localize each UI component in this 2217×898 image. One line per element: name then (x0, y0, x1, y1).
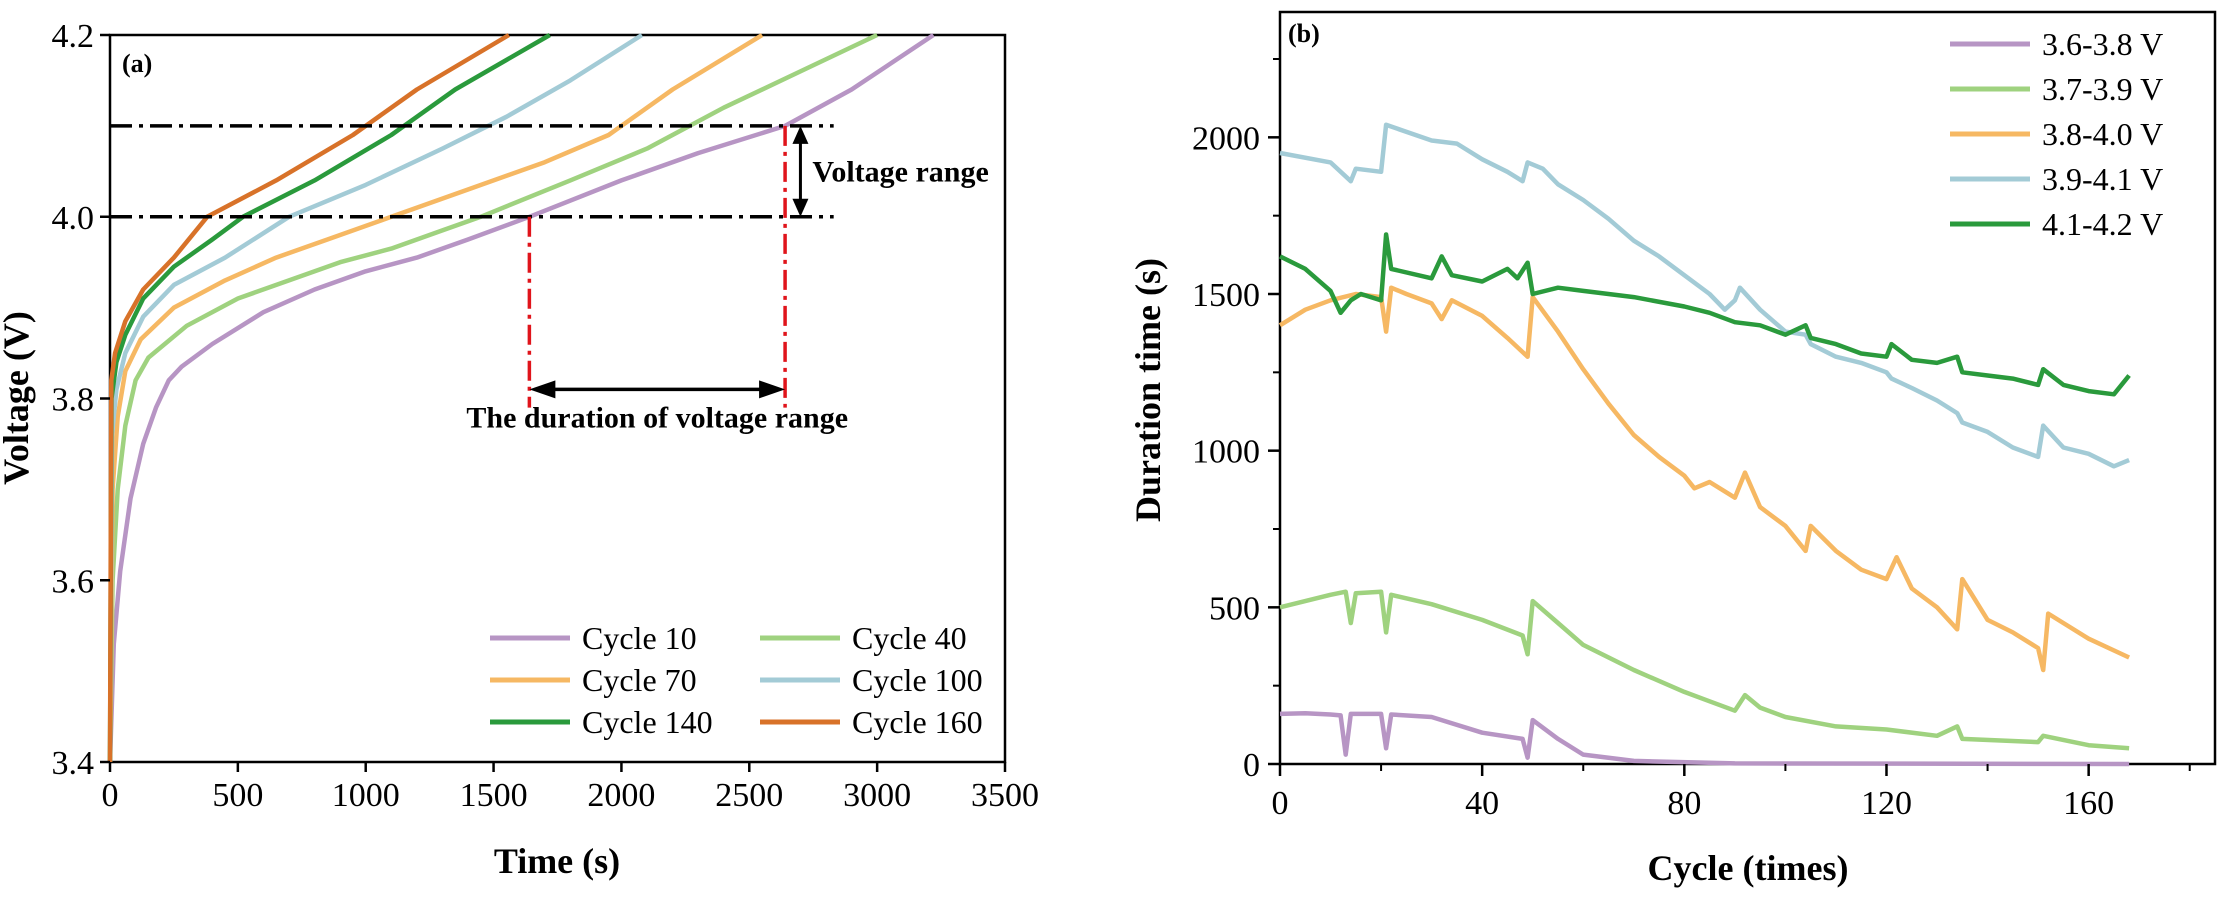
x-tick-label: 3500 (971, 777, 1039, 814)
x-tick-label: 2000 (587, 777, 655, 814)
panel-b-series-group (1278, 122, 2131, 767)
legend-label-3-7-3-9-v: 3.7-3.9 V (2042, 71, 2163, 107)
x-tick-label: 1500 (460, 777, 528, 814)
y-tick-label: 0 (1243, 747, 1260, 784)
legend-label-cycle-10: Cycle 10 (582, 620, 697, 656)
x-tick-label: 120 (1861, 785, 1912, 822)
y-tick-label: 4.0 (52, 200, 95, 237)
legend-label-3-6-3-8-v: 3.6-3.8 V (2042, 26, 2163, 62)
series-line-cycle-160 (107, 33, 511, 763)
x-tick-label: 40 (1465, 785, 1499, 822)
legend-label-3-8-4-0-v: 3.8-4.0 V (2042, 116, 2163, 152)
y-tick-label: 1500 (1192, 277, 1260, 314)
panel-b-legend: 3.6-3.8 V 3.7-3.9 V 3.8-4.0 V 3.9-4.1 V 4.1-… (1950, 26, 2163, 242)
legend-label-cycle-140: Cycle 140 (582, 704, 713, 740)
duration-annotation-label: The duration of voltage range (466, 401, 848, 434)
series-line-cycle-10 (107, 33, 935, 763)
x-tick-label: 0 (1272, 785, 1289, 822)
legend-label-cycle-160: Cycle 160 (852, 704, 983, 740)
y-tick-label: 1000 (1192, 434, 1260, 471)
x-tick-label: 500 (212, 777, 263, 814)
panel-a-x-axis-label: Time (s) (494, 841, 620, 881)
panel-a-legend: Cycle 10 Cycle 40 Cycle 70 Cycle 100 Cycle 1… (490, 620, 983, 740)
panel-b-label: (b) (1288, 19, 1320, 48)
y-tick-label: 4.2 (52, 18, 95, 55)
series-line-3-7-3-9-v (1279, 589, 2130, 751)
duration-arrow-left-head (529, 380, 556, 399)
panel-b-duration-chart: 0 40 80 120 160 0 500 1000 1500 2000 (b) Cycle (t… (1128, 10, 2217, 888)
voltage-range-arrow-bottom-head (792, 198, 809, 217)
legend-label-cycle-70: Cycle 70 (582, 662, 697, 698)
legend-label-3-9-4-1-v: 3.9-4.1 V (2042, 161, 2163, 197)
panel-a-series-group (107, 32, 935, 763)
duration-arrow-right-head (759, 380, 786, 399)
x-tick-label: 80 (1667, 785, 1701, 822)
y-tick-label: 500 (1209, 590, 1260, 627)
panel-b-x-axis-label: Cycle (times) (1648, 848, 1849, 888)
x-tick-label: 2500 (715, 777, 783, 814)
x-tick-label: 0 (102, 777, 119, 814)
x-tick-label: 1000 (332, 777, 400, 814)
y-tick-label: 3.6 (52, 563, 95, 600)
series-line-4-1-4-2-v (1279, 232, 2131, 397)
x-tick-label: 3000 (843, 777, 911, 814)
y-tick-label: 2000 (1192, 120, 1260, 157)
panel-a-voltage-chart: The duration of voltage range Voltage ran… (0, 18, 1039, 881)
panel-a-label: (a) (122, 49, 152, 78)
x-tick-label: 160 (2063, 785, 2114, 822)
y-tick-label: 3.8 (52, 382, 95, 419)
panel-b-y-axis-label: Duration time (s) (1128, 258, 1168, 522)
series-line-cycle-70 (107, 33, 764, 763)
panel-a-axes: 0 500 1000 1500 2000 2500 3000 3500 3.4 3.6 3.8 4.0… (52, 18, 1040, 814)
series-line-cycle-100 (107, 33, 644, 763)
panel-a-y-axis-label: Voltage (V) (0, 311, 36, 485)
legend-label-cycle-100: Cycle 100 (852, 662, 983, 698)
panel-b-axes: 0 40 80 120 160 0 500 1000 1500 2000 (1192, 58, 2191, 822)
series-line-3-9-4-1-v (1279, 122, 2130, 469)
voltage-range-arrow-top-head (792, 125, 809, 144)
legend-label-4-1-4-2-v: 4.1-4.2 V (2042, 206, 2163, 242)
panel-b-plot-frame (1278, 10, 2217, 766)
series-line-3-6-3-8-v (1279, 710, 2130, 767)
series-line-3-8-4-0-v (1278, 285, 2131, 673)
voltage-range-annotation-label: Voltage range (812, 155, 988, 188)
series-line-cycle-40 (107, 32, 879, 763)
panel-a-annotations: The duration of voltage range Voltage ran… (110, 124, 989, 434)
legend-label-cycle-40: Cycle 40 (852, 620, 967, 656)
y-tick-label: 3.4 (52, 745, 95, 782)
